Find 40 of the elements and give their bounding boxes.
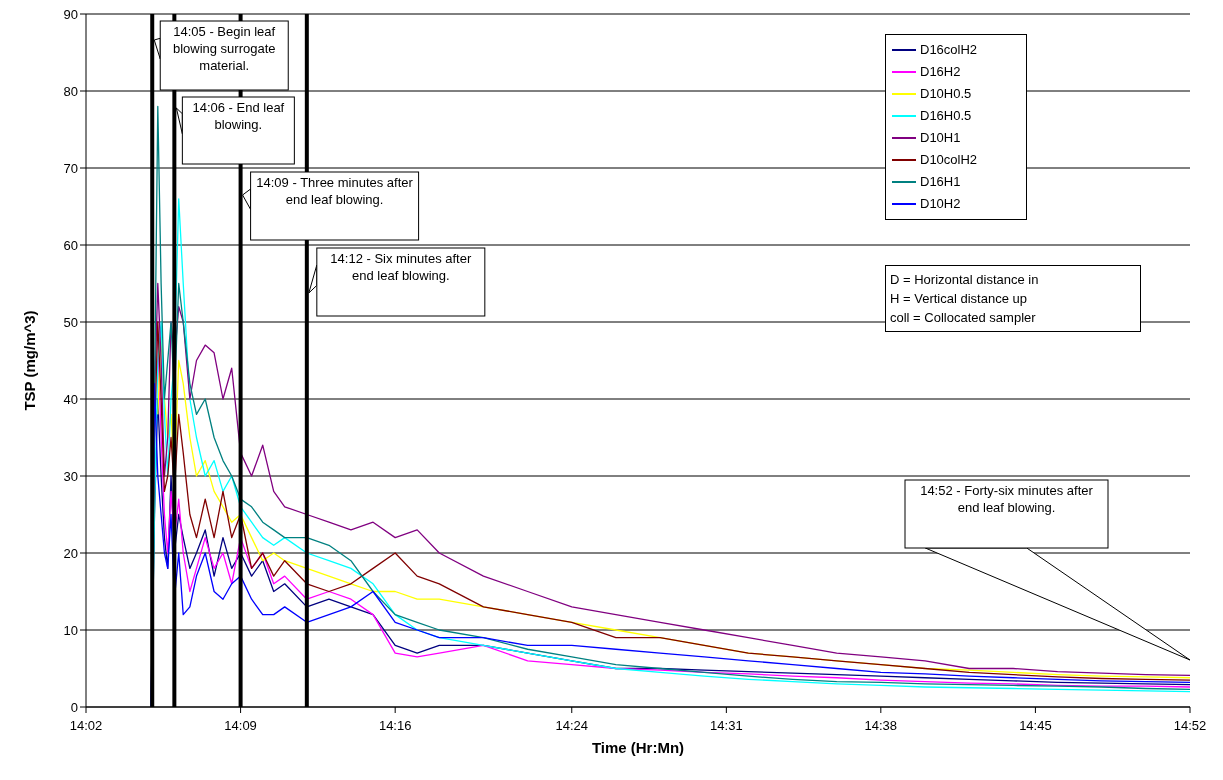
x-tick-label: 14:31	[710, 718, 743, 734]
x-tick-label: 14:52	[1173, 718, 1207, 734]
x-tick-label: 14:09	[224, 718, 257, 734]
y-tick-label: 0	[70, 699, 78, 715]
y-tick-label: 20	[63, 545, 78, 561]
x-axis-title: Time (Hr:Mn)	[591, 739, 685, 756]
y-tick-label: 30	[63, 468, 78, 484]
y-tick-label: 40	[63, 391, 78, 407]
legend-label: D16colH2	[920, 41, 978, 59]
y-tick-label: 50	[63, 314, 78, 330]
y-tick-label: 60	[63, 237, 78, 253]
legend-label: D16H1	[920, 173, 961, 191]
x-tick-label: 14:16	[378, 718, 412, 734]
x-tick-label: 14:38	[864, 718, 898, 734]
callout: 14:09 - Three minutes after end leaf blowing.	[242, 171, 420, 241]
ref-line-label: 14:09 - Three minutes after end leaf blowing.	[255, 174, 414, 208]
legend-label: D10colH2	[920, 151, 978, 169]
legend-label: D16H0.5	[920, 107, 972, 125]
callout: 14:52 - Forty-six minutes after end leaf blowing.	[904, 479, 1191, 661]
legend-label: D16H2	[920, 63, 961, 81]
legend-label: D10H1	[920, 129, 961, 147]
ref-line-label: 14:05 - Begin leaf blowing surrogate material.	[171, 23, 277, 74]
y-tick-label: 70	[63, 160, 78, 176]
legend-label: D10H2	[920, 195, 961, 213]
x-tick-label: 14:45	[1019, 718, 1052, 734]
callout: 14:05 - Begin leaf blowing surrogate material.	[153, 20, 289, 91]
x-tick-label: 14:02	[69, 718, 103, 734]
annotation: D = Horizontal distance in H = Vertical distance up coll = Collocated sampler	[890, 271, 1040, 327]
y-tick-label: 10	[63, 622, 78, 638]
legend-label: D10H0.5	[920, 85, 972, 103]
y-tick-label: 80	[63, 83, 78, 99]
callout: 14:12 - Six minutes after end leaf blowing.	[308, 247, 486, 317]
ref-line-label: 14:12 - Six minutes after end leaf blowing.	[329, 250, 473, 284]
ref-line-label: 14:06 - End leaf blowing.	[191, 99, 286, 133]
y-axis-title: TSP (mg/m^3)	[21, 310, 39, 411]
x-tick-label: 14:24	[555, 718, 589, 734]
text-box: D = Horizontal distance in H = Vertical distance up coll = Collocated sampler	[885, 265, 1141, 332]
y-tick-label: 90	[63, 6, 78, 22]
callout: 14:06 - End leaf blowing.	[175, 96, 295, 165]
annotation: 14:52 - Forty-six minutes after end leaf blowing.	[919, 482, 1094, 516]
